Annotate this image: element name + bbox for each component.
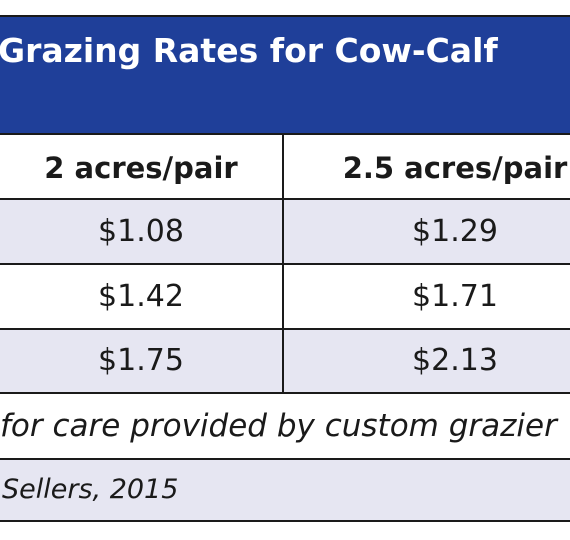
footnote-divider xyxy=(0,458,570,460)
header-divider xyxy=(0,198,570,200)
table-cell: $2.13 xyxy=(412,343,498,378)
table-title: Grazing Rates for Cow-Calf xyxy=(0,31,498,70)
table-source: Sellers, 2015 xyxy=(2,474,179,505)
source-row-bg xyxy=(0,459,570,521)
column-header-2-5-acres: 2.5 acres/pair xyxy=(342,151,568,185)
table-cell: $1.08 xyxy=(98,214,184,249)
row-divider-2 xyxy=(0,328,570,330)
column-header-2-acres: 2 acres/pair xyxy=(44,151,238,185)
table-row-bg-2 xyxy=(0,264,570,329)
table-cell: $1.75 xyxy=(98,343,184,378)
table-title-band xyxy=(0,15,570,135)
table-cell: $1.29 xyxy=(412,214,498,249)
table-row-bg-3 xyxy=(0,329,570,393)
column-divider xyxy=(282,135,284,393)
table-row-bg-1 xyxy=(0,199,570,264)
row-divider-1 xyxy=(0,263,570,265)
table-bottom-border xyxy=(0,520,570,522)
table-footnote: for care provided by custom grazier xyxy=(0,408,557,444)
table-cell: $1.42 xyxy=(98,279,184,314)
row-divider-3 xyxy=(0,392,570,394)
table-cell: $1.71 xyxy=(412,279,498,314)
